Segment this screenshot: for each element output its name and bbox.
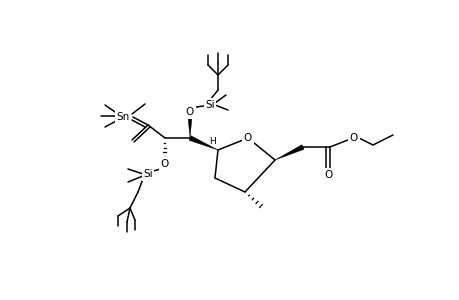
Text: O: O: [185, 107, 194, 117]
Text: O: O: [243, 133, 252, 143]
Polygon shape: [274, 145, 303, 160]
Polygon shape: [188, 117, 191, 138]
Text: H: H: [209, 136, 216, 146]
Text: Si: Si: [205, 100, 214, 110]
Text: O: O: [161, 159, 169, 169]
Text: Si: Si: [143, 169, 152, 179]
Polygon shape: [189, 136, 218, 150]
Text: Sn: Sn: [116, 112, 129, 122]
Text: O: O: [324, 170, 332, 180]
Text: O: O: [349, 133, 358, 143]
